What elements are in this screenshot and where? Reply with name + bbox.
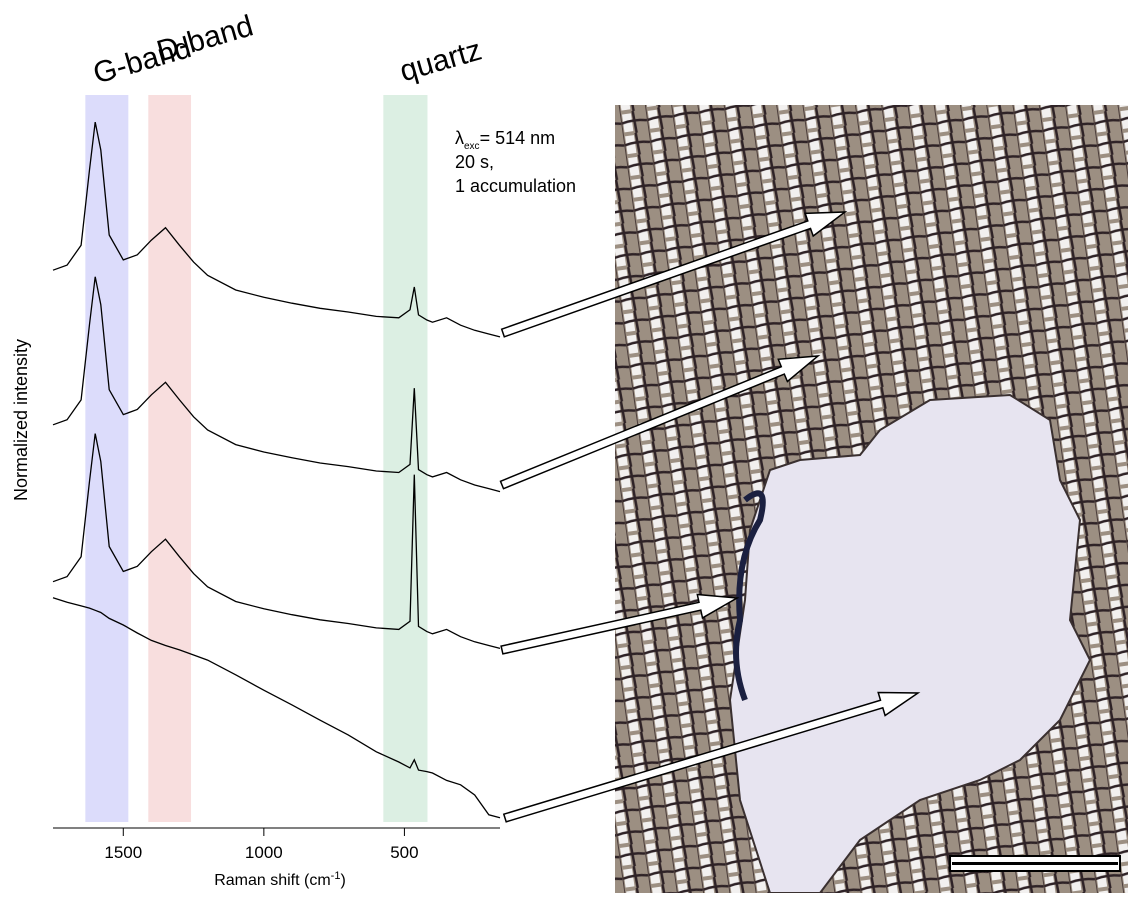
y-axis-label: Normalized intensity — [11, 339, 31, 501]
band — [383, 95, 428, 822]
band-label: quartz — [396, 34, 485, 89]
note: 1 accumulation — [455, 176, 576, 196]
band-label: D-band — [153, 9, 257, 68]
arrow — [500, 593, 740, 655]
note: λexc= 514 nm — [455, 128, 555, 152]
spectrum — [52, 597, 501, 819]
x-axis-label-end: ) — [340, 872, 345, 889]
bands — [85, 95, 428, 822]
micrograph-edge — [733, 490, 766, 702]
band — [148, 95, 192, 822]
arrows — [499, 211, 921, 823]
spectrum — [52, 121, 501, 338]
note-text: 20 s, — [455, 152, 494, 172]
note: 20 s, — [455, 152, 494, 172]
note-sub: exc — [464, 141, 480, 152]
micrograph-void — [728, 393, 1092, 894]
arrow — [499, 355, 821, 490]
note-symbol: λ — [455, 128, 464, 148]
x-tick-label: 1000 — [245, 843, 283, 862]
x-tick-label: 1500 — [104, 843, 142, 862]
x-axis-label-sup: -1 — [331, 870, 341, 882]
arrow — [500, 211, 848, 338]
x-tick-label: 500 — [390, 843, 418, 862]
micrograph — [615, 105, 1128, 894]
spectrum — [52, 433, 501, 650]
arrow — [502, 691, 921, 823]
spectrum — [52, 276, 501, 493]
note-text: 1 accumulation — [455, 176, 576, 196]
note-text: = 514 nm — [480, 128, 556, 148]
x-axis-label-text: Raman shift (cm — [214, 872, 330, 889]
x-axis-label: Raman shift (cm-1) — [214, 870, 346, 889]
